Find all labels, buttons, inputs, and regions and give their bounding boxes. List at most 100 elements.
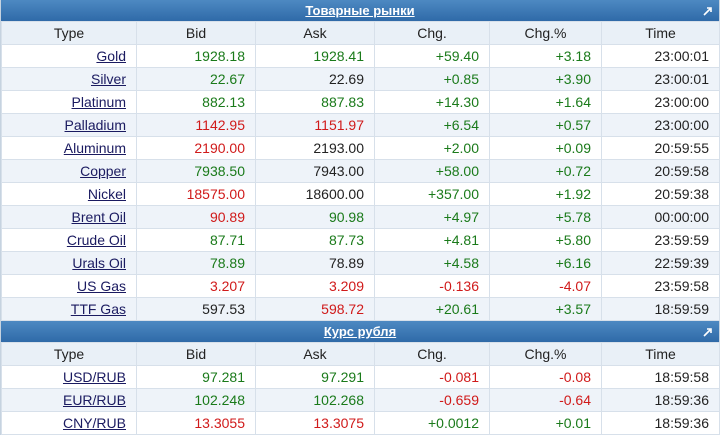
instrument-link[interactable]: Crude Oil [66,232,126,248]
cell-ask: 2193.00 [255,136,375,160]
cell-bid: 3.207 [136,274,256,298]
cell-chg: +59.40 [374,44,490,68]
cell-type: Gold [1,44,137,68]
cell-time: 23:00:00 [601,113,720,137]
instrument-link[interactable]: Urals Oil [72,255,126,271]
cell-type: Aluminum [1,136,137,160]
cell-bid: 882.13 [136,90,256,114]
instrument-link[interactable]: TTF Gas [70,301,126,317]
cell-chg: +0.85 [374,67,490,91]
cell-chg-pct: +3.90 [489,67,602,91]
cell-chg-pct: +0.72 [489,159,602,183]
column-header-chg: Chg. [374,21,490,45]
instrument-link[interactable]: Nickel [87,186,126,202]
cell-bid: 22.67 [136,67,256,91]
cell-ask: 887.83 [255,90,375,114]
cell-chg-pct: +0.09 [489,136,602,160]
instrument-link[interactable]: Platinum [71,94,126,110]
cell-bid: 13.3055 [136,411,256,435]
cell-chg-pct: +5.78 [489,205,602,229]
cell-bid: 597.53 [136,297,256,321]
cell-type: Urals Oil [1,251,137,275]
cell-ask: 90.98 [255,205,375,229]
instrument-link[interactable]: USD/RUB [62,369,126,385]
cell-bid: 90.89 [136,205,256,229]
instrument-link[interactable]: Copper [80,163,126,179]
column-header-time: Time [601,21,720,45]
cell-time: 18:59:58 [601,365,720,389]
column-header-chg-pct: Chg.% [489,342,602,366]
cell-chg-pct: +3.18 [489,44,602,68]
cell-time: 00:00:00 [601,205,720,229]
column-header-type: Type [1,21,137,45]
instrument-link[interactable]: CNY/RUB [62,415,126,431]
cell-type: Silver [1,67,137,91]
cell-type: Crude Oil [1,228,137,252]
cell-chg-pct: +1.64 [489,90,602,114]
cell-type: EUR/RUB [1,388,137,412]
table-row: USD/RUB 97.281 97.291 -0.081 -0.08 18:59:58 [1,365,720,389]
cell-chg: +58.00 [374,159,490,183]
commodities-title-bar: Товарные рынки [1,0,719,21]
cell-time: 20:59:58 [601,159,720,183]
instrument-link[interactable]: Silver [90,71,126,87]
cell-chg-pct: +0.01 [489,411,602,435]
instrument-link[interactable]: Palladium [64,117,126,133]
cell-time: 23:00:01 [601,67,720,91]
column-header-type: Type [1,342,137,366]
table-row: Silver 22.67 22.69 +0.85 +3.90 23:00:01 [1,67,720,91]
ruble-title-bar: Курс рубля [1,321,719,342]
cell-time: 18:59:36 [601,388,720,412]
instrument-link[interactable]: EUR/RUB [62,392,126,408]
cell-bid: 87.71 [136,228,256,252]
cell-chg-pct: +5.80 [489,228,602,252]
cell-chg: +0.0012 [374,411,490,435]
cell-time: 20:59:38 [601,182,720,206]
column-header-time: Time [601,342,720,366]
cell-ask: 97.291 [255,365,375,389]
instrument-link[interactable]: Aluminum [63,140,126,156]
cell-chg: +357.00 [374,182,490,206]
cell-ask: 18600.00 [255,182,375,206]
instrument-link[interactable]: Brent Oil [71,209,126,225]
ruble-title-link[interactable]: Курс рубля [323,324,397,339]
cell-type: Platinum [1,90,137,114]
cell-chg: -0.136 [374,274,490,298]
table-header-row: Type Bid Ask Chg. Chg.% Time [1,21,720,45]
cell-type: TTF Gas [1,297,137,321]
cell-bid: 97.281 [136,365,256,389]
cell-ask: 78.89 [255,251,375,275]
cell-type: US Gas [1,274,137,298]
cell-ask: 102.268 [255,388,375,412]
instrument-link[interactable]: US Gas [76,278,126,294]
cell-ask: 1928.41 [255,44,375,68]
cell-type: Brent Oil [1,205,137,229]
column-header-chg: Chg. [374,342,490,366]
table-row: Gold 1928.18 1928.41 +59.40 +3.18 23:00:01 [1,44,720,68]
commodities-title-link[interactable]: Товарные рынки [305,3,415,18]
cell-chg: +20.61 [374,297,490,321]
cell-time: 23:00:00 [601,90,720,114]
table-row: Palladium 1142.95 1151.97 +6.54 +0.57 23:00:0… [1,113,720,137]
cell-ask: 87.73 [255,228,375,252]
cell-chg-pct: -0.64 [489,388,602,412]
table-row: Platinum 882.13 887.83 +14.30 +1.64 23:00:00 [1,90,720,114]
table-row: CNY/RUB 13.3055 13.3075 +0.0012 +0.01 18:59:3… [1,411,720,435]
ruble-rows: USD/RUB 97.281 97.291 -0.081 -0.08 18:59:58 EU… [1,365,720,435]
table-row: Copper 7938.50 7943.00 +58.00 +0.72 20:59:58 [1,159,720,183]
cell-chg-pct: +6.16 [489,251,602,275]
cell-bid: 1928.18 [136,44,256,68]
cell-time: 20:59:55 [601,136,720,160]
instrument-link[interactable]: Gold [96,48,126,64]
cell-chg-pct: -0.08 [489,365,602,389]
expand-arrow-icon[interactable] [701,0,713,21]
expand-arrow-icon[interactable] [701,321,713,342]
cell-chg: +4.97 [374,205,490,229]
cell-type: Palladium [1,113,137,137]
cell-type: CNY/RUB [1,411,137,435]
cell-chg-pct: +1.92 [489,182,602,206]
cell-ask: 598.72 [255,297,375,321]
cell-time: 22:59:39 [601,251,720,275]
commodities-rows: Gold 1928.18 1928.41 +59.40 +3.18 23:00:01 Sil… [1,44,720,321]
commodities-table: Type Bid Ask Chg. Chg.% Time Gold 1928.18… [1,21,720,321]
